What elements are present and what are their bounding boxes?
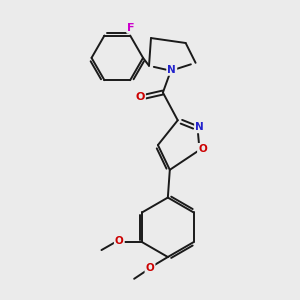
Text: O: O (146, 263, 154, 273)
Text: O: O (115, 236, 124, 246)
Text: O: O (198, 144, 207, 154)
Text: F: F (128, 22, 135, 33)
Text: N: N (167, 65, 176, 75)
Text: N: N (195, 122, 204, 132)
Text: O: O (135, 92, 145, 101)
